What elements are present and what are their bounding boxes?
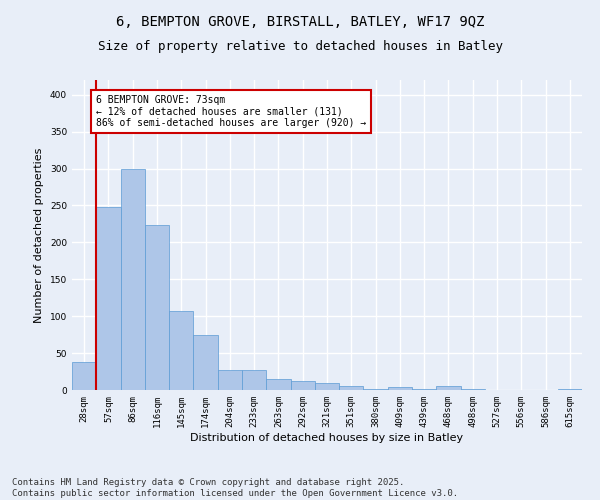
- Bar: [315, 384, 339, 390]
- Bar: [121, 168, 145, 390]
- Bar: [193, 334, 218, 390]
- Text: Size of property relative to detached houses in Batley: Size of property relative to detached ho…: [97, 40, 503, 53]
- Bar: [290, 381, 315, 390]
- Bar: [169, 311, 193, 390]
- Bar: [339, 386, 364, 390]
- Bar: [436, 386, 461, 390]
- Text: 6 BEMPTON GROVE: 73sqm
← 12% of detached houses are smaller (131)
86% of semi-de: 6 BEMPTON GROVE: 73sqm ← 12% of detached…: [96, 95, 367, 128]
- X-axis label: Distribution of detached houses by size in Batley: Distribution of detached houses by size …: [190, 432, 464, 442]
- Bar: [242, 370, 266, 390]
- Bar: [558, 388, 582, 390]
- Bar: [364, 388, 388, 390]
- Bar: [96, 207, 121, 390]
- Text: 6, BEMPTON GROVE, BIRSTALL, BATLEY, WF17 9QZ: 6, BEMPTON GROVE, BIRSTALL, BATLEY, WF17…: [116, 15, 484, 29]
- Bar: [218, 370, 242, 390]
- Bar: [145, 224, 169, 390]
- Bar: [72, 362, 96, 390]
- Text: Contains HM Land Registry data © Crown copyright and database right 2025.
Contai: Contains HM Land Registry data © Crown c…: [12, 478, 458, 498]
- Y-axis label: Number of detached properties: Number of detached properties: [34, 148, 44, 322]
- Bar: [266, 379, 290, 390]
- Bar: [388, 387, 412, 390]
